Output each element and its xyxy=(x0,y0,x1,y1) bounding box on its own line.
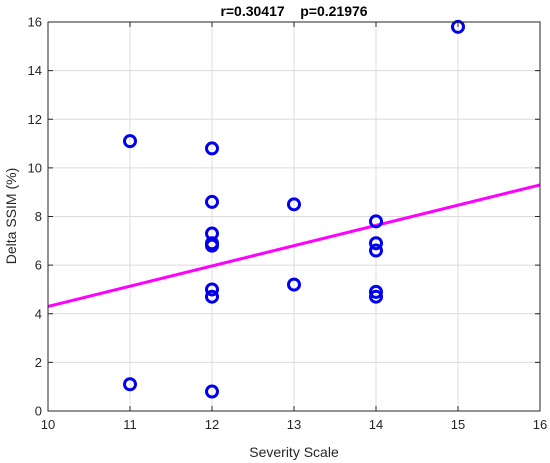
x-axis-ticks: 10 11 12 13 14 15 16 xyxy=(41,22,547,432)
regression-line-group xyxy=(47,183,541,308)
x-tick-label: 10 xyxy=(41,417,55,432)
data-point xyxy=(123,377,137,392)
data-point xyxy=(123,134,137,149)
data-point xyxy=(369,243,383,258)
y-tick-label: 6 xyxy=(35,258,42,273)
y-tick-label: 10 xyxy=(28,160,42,175)
data-point xyxy=(205,384,219,399)
x-tick-label: 16 xyxy=(533,417,547,432)
data-point xyxy=(369,289,383,304)
x-tick-label: 11 xyxy=(123,417,137,432)
data-point xyxy=(451,19,465,34)
x-tick-label: 15 xyxy=(451,417,465,432)
x-tick-label: 14 xyxy=(369,417,383,432)
y-tick-label: 0 xyxy=(35,404,42,419)
data-point xyxy=(369,214,383,229)
data-point xyxy=(205,238,219,253)
y-tick-label: 2 xyxy=(35,355,42,370)
data-point xyxy=(369,236,383,251)
data-point xyxy=(369,284,383,299)
data-point xyxy=(205,282,219,297)
x-tick-label: 12 xyxy=(205,417,219,432)
data-point xyxy=(287,197,301,212)
regression-line xyxy=(47,183,541,308)
y-tick-label: 16 xyxy=(28,15,42,30)
x-tick-label: 13 xyxy=(287,417,301,432)
data-point xyxy=(287,277,301,292)
y-tick-label: 4 xyxy=(35,306,42,321)
x-axis-label: Severity Scale xyxy=(249,444,339,460)
y-tick-label: 8 xyxy=(35,209,42,224)
data-point xyxy=(205,289,219,304)
data-point xyxy=(205,194,219,209)
data-point xyxy=(205,141,219,156)
data-points xyxy=(123,19,465,399)
y-tick-label: 12 xyxy=(28,112,42,127)
y-axis-label: Delta SSIM (%) xyxy=(3,168,19,264)
chart-title: r=0.30417 p=0.21976 xyxy=(220,3,367,19)
y-axis-ticks: 0 2 4 6 8 10 12 14 16 xyxy=(28,15,540,419)
y-tick-label: 14 xyxy=(28,63,42,78)
